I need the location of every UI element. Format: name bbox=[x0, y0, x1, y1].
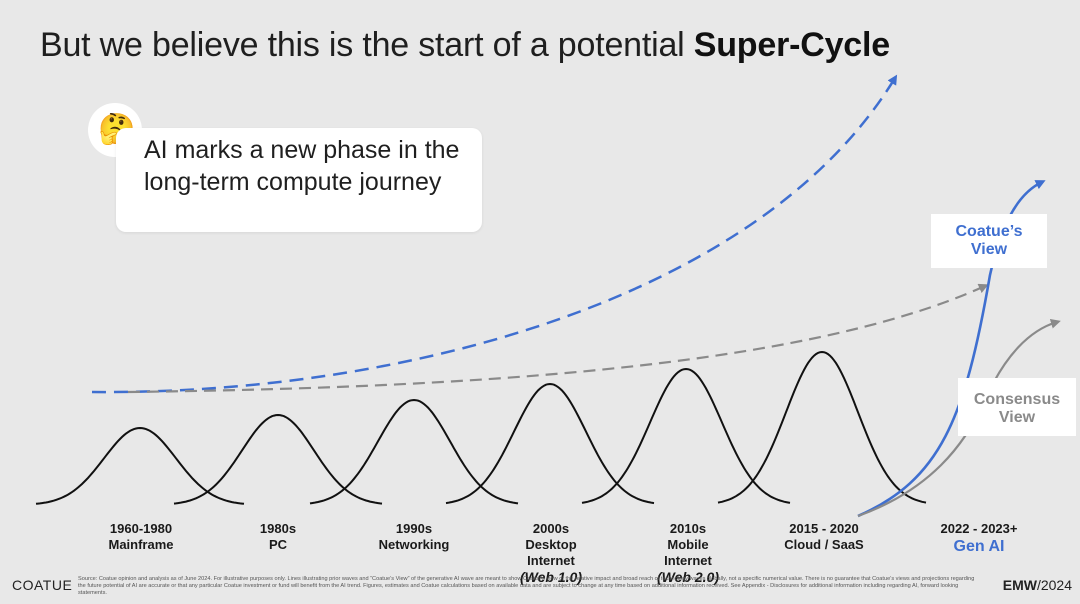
era-line: 2010s bbox=[669, 521, 707, 536]
era-line: Networking bbox=[378, 537, 450, 552]
coatue-trend-dashed bbox=[91, 74, 898, 394]
wave-5 bbox=[581, 367, 791, 504]
era-line: 1960-1980 bbox=[109, 521, 173, 536]
era-label-3: 1990s Networking bbox=[349, 521, 479, 553]
wave-1 bbox=[35, 426, 245, 505]
era-label-5: 2010s Mobile Internet (Web 2.0) bbox=[623, 521, 753, 585]
era-line: 2015 - 2020 bbox=[789, 521, 859, 536]
wave-2 bbox=[173, 413, 383, 505]
era-line: Internet bbox=[664, 553, 712, 568]
era-line: Mainframe bbox=[108, 537, 174, 552]
era-label-6: 2015 - 2020 Cloud / SaaS bbox=[759, 521, 889, 553]
page-title: But we believe this is the start of a po… bbox=[40, 26, 890, 64]
era-line: 1980s bbox=[259, 521, 297, 536]
era-line: Internet bbox=[527, 553, 575, 568]
event-logo: EMW/2024 bbox=[1002, 577, 1072, 593]
coatue-view-label: Coatue’s View bbox=[931, 214, 1047, 268]
coatue-logo: COATUE bbox=[12, 577, 73, 593]
era-line: 2022 - 2023+ bbox=[940, 521, 1018, 536]
era-line: PC bbox=[268, 537, 288, 552]
era-line: Cloud / SaaS bbox=[784, 537, 864, 552]
consensus-trend-dashed bbox=[127, 283, 989, 394]
era-line: Mobile bbox=[667, 537, 709, 552]
consensus-view-label: Consensus View bbox=[958, 378, 1076, 436]
era-sub-label: (Web 2.0) bbox=[657, 569, 719, 585]
wave-6 bbox=[717, 350, 927, 504]
era-line: 1990s bbox=[395, 521, 433, 536]
technology-waves bbox=[35, 350, 927, 505]
era-label-7: 2022 - 2023+ Gen AI bbox=[914, 521, 1044, 555]
era-label-1: 1960-1980 Mainframe bbox=[76, 521, 206, 553]
era-line: 2000s bbox=[532, 521, 570, 536]
source-footnote: Source: Coatue opinion and analysis as o… bbox=[78, 576, 975, 596]
wave-3 bbox=[309, 398, 519, 505]
callout-box: AI marks a new phase in the long-term co… bbox=[116, 128, 482, 232]
era-label-4: 2000s Desktop Internet (Web 1.0) bbox=[486, 521, 616, 585]
era-label-2: 1980s PC bbox=[213, 521, 343, 553]
era-sub-label: (Web 1.0) bbox=[520, 569, 582, 585]
page-title-emphasis: Super-Cycle bbox=[693, 26, 890, 64]
era-line: Desktop bbox=[525, 537, 577, 552]
gen-ai-label: Gen AI bbox=[953, 538, 1005, 555]
wave-4 bbox=[445, 382, 655, 505]
callout-text: AI marks a new phase in the long-term co… bbox=[144, 136, 460, 196]
coatue-view-curve bbox=[857, 180, 1046, 518]
